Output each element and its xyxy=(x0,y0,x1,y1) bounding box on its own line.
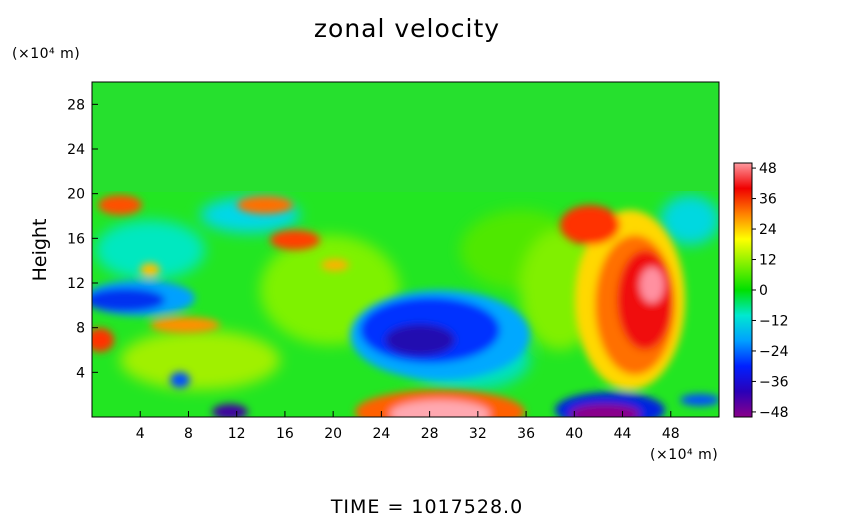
x-axis-ticks: 4 8 12 16 20 24 28 32 36 40 44 48 xyxy=(136,411,680,442)
x-tick-label: 8 xyxy=(184,426,193,442)
y-tick-label: 16 xyxy=(67,231,85,247)
x-tick-label: 32 xyxy=(469,426,487,442)
field-patterns xyxy=(92,195,719,417)
colorbar-tick-label: −12 xyxy=(759,313,789,329)
colorbar-tick-label: 24 xyxy=(759,222,777,238)
colorbar-tick-label: 36 xyxy=(759,192,777,208)
y-tick-label: 4 xyxy=(76,365,85,381)
x-tick-label: 28 xyxy=(421,426,439,442)
time-label: TIME = 1017528.0 xyxy=(330,496,524,518)
y-tick-label: 8 xyxy=(76,321,85,337)
colorbar-tick-label: −24 xyxy=(759,344,789,360)
y-tick-label: 28 xyxy=(67,97,85,113)
x-tick-label: 20 xyxy=(324,426,342,442)
colorbar-tick-label: −36 xyxy=(759,374,789,390)
y-tick-label: 20 xyxy=(67,187,85,203)
x-tick-label: 12 xyxy=(228,426,246,442)
upper-uniform-layer xyxy=(92,82,719,192)
colorbar-tick-label: 0 xyxy=(759,283,768,299)
colorbar-ticks: 48 36 24 12 0 −12 −24 −36 −48 xyxy=(752,161,789,421)
y-axis-ticks: 4 8 12 16 20 24 28 xyxy=(67,97,98,381)
x-tick-label: 48 xyxy=(662,426,680,442)
y-tick-label: 12 xyxy=(67,276,85,292)
x-tick-label: 4 xyxy=(136,426,145,442)
y-axis-unit: (×10⁴ m) xyxy=(12,46,81,62)
x-tick-label: 40 xyxy=(565,426,583,442)
x-tick-label: 24 xyxy=(372,426,390,442)
x-tick-label: 16 xyxy=(276,426,294,442)
x-tick-label: 36 xyxy=(517,426,535,442)
colorbar-tick-label: −48 xyxy=(759,405,789,421)
colorbar xyxy=(733,162,753,418)
plot-frame xyxy=(91,81,720,418)
colorbar-tick-label: 12 xyxy=(759,253,777,269)
x-tick-label: 44 xyxy=(614,426,632,442)
y-tick-label: 24 xyxy=(67,142,85,158)
colorbar-tick-label: 48 xyxy=(759,161,777,177)
chart-title: zonal velocity xyxy=(313,14,501,43)
x-axis-unit: (×10⁴ m) xyxy=(650,447,719,463)
